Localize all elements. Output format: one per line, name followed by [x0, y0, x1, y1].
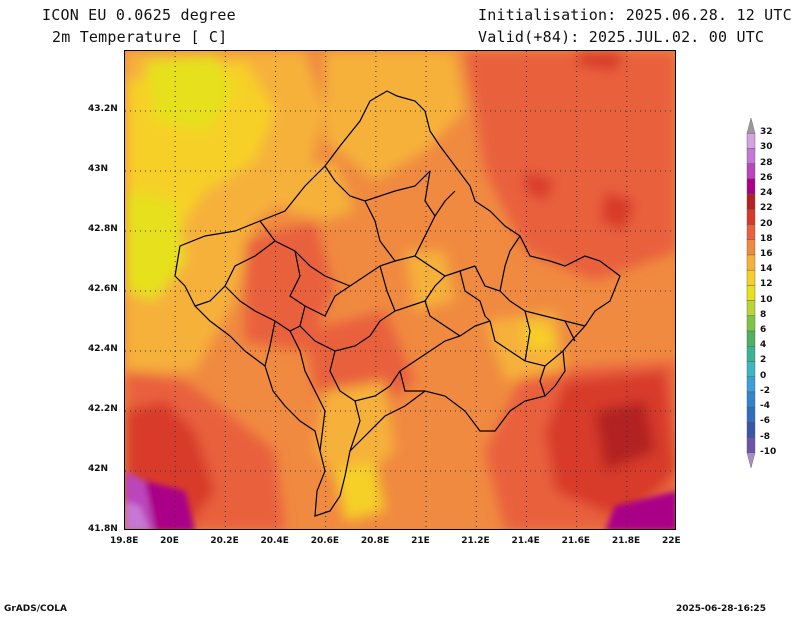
colorbar-tick-label: -2 — [760, 385, 770, 396]
admin-borders — [174, 90, 621, 517]
valid-time: Valid(+84): 2025.JUL.02. 00 UTC — [478, 28, 765, 46]
colorbar-tick-label: 8 — [760, 309, 767, 320]
colorbar-tick-label: 22 — [760, 203, 773, 214]
colorbar-swatch — [746, 406, 756, 423]
y-tick-label: 42.2N — [88, 404, 118, 414]
x-tick-label: 19.8E — [110, 536, 139, 546]
x-tick-label: 21E — [411, 536, 430, 546]
y-tick-label: 42.4N — [88, 344, 118, 354]
colorbar-swatch — [746, 315, 756, 332]
map-canvas — [125, 51, 675, 529]
colorbar-tick-label: -8 — [760, 431, 770, 442]
colorbar-swatch — [746, 224, 756, 240]
colorbar-swatch — [746, 300, 756, 317]
colorbar-tick-label: 4 — [760, 340, 767, 351]
colorbar-swatch — [746, 118, 756, 134]
colorbar-swatch — [746, 285, 756, 301]
y-tick-label: 43N — [88, 164, 109, 174]
colorbar-swatch — [746, 330, 756, 347]
colorbar-swatch — [746, 163, 756, 180]
colorbar-swatch — [746, 209, 756, 225]
colorbar-tick-label: 0 — [760, 370, 767, 381]
colorbar-swatch — [746, 178, 756, 195]
x-tick-label: 21.6E — [561, 536, 590, 546]
x-tick-label: 20.6E — [310, 536, 340, 546]
y-tick-label: 43.2N — [88, 104, 118, 114]
x-tick-label: 21.8E — [611, 536, 641, 546]
colorbar-tick-label: 26 — [760, 172, 773, 183]
extreme-patches — [125, 471, 675, 529]
colorbar-tick-label: 2 — [760, 355, 767, 366]
footer-right: 2025-06-28-16:25 — [676, 604, 766, 614]
x-tick-label: 20E — [160, 536, 179, 546]
temperature-map — [124, 50, 676, 530]
colorbar-swatch — [746, 391, 756, 408]
init-time: Initialisation: 2025.06.28. 12 UTC — [478, 6, 792, 24]
colorbar — [746, 118, 756, 468]
colorbar-tick-label: 14 — [760, 264, 773, 275]
footer-left: GrADS/COLA — [4, 604, 67, 614]
colorbar-swatch — [746, 422, 756, 438]
model-title: ICON EU 0.0625 degree — [42, 6, 236, 24]
colorbar-swatch — [746, 376, 756, 393]
x-tick-label: 20.8E — [360, 536, 390, 546]
colorbar-swatch — [746, 133, 756, 149]
colorbar-tick-label: 6 — [760, 325, 767, 336]
colorbar-tick-label: 32 — [760, 127, 773, 138]
y-tick-label: 42.6N — [88, 284, 118, 294]
variable-title: 2m Temperature [ C] — [52, 28, 228, 46]
colorbar-tick-label: -10 — [760, 446, 777, 457]
x-tick-label: 21.4E — [511, 536, 540, 546]
x-tick-label: 20.4E — [260, 536, 289, 546]
x-tick-label: 21.2E — [461, 536, 490, 546]
colorbar-swatch — [746, 346, 756, 362]
x-tick-label: 20.2E — [210, 536, 239, 546]
colorbar-swatch — [746, 193, 756, 210]
y-tick-label: 41.8N — [88, 524, 118, 534]
colorbar-swatch — [746, 361, 756, 377]
colorbar-tick-label: 20 — [760, 218, 773, 229]
temperature-field — [125, 51, 675, 529]
graticule — [125, 51, 675, 529]
colorbar-swatch — [746, 269, 756, 286]
country-border-outer — [174, 90, 621, 517]
colorbar-tick-label: 12 — [760, 279, 773, 290]
colorbar-swatch — [746, 452, 756, 468]
colorbar-tick-label: -6 — [760, 416, 770, 427]
colorbar-tick-label: 16 — [760, 248, 773, 259]
y-tick-label: 42N — [88, 464, 109, 474]
colorbar-tick-label: 18 — [760, 233, 773, 244]
colorbar-tick-label: 28 — [760, 157, 773, 168]
y-tick-label: 42.8N — [88, 224, 118, 234]
colorbar-swatch — [746, 239, 756, 256]
colorbar-swatch — [746, 254, 756, 271]
colorbar-tick-label: 24 — [760, 188, 773, 199]
x-tick-label: 22E — [662, 536, 681, 546]
colorbar-swatch — [746, 437, 756, 453]
colorbar-tick-label: -4 — [760, 401, 770, 412]
colorbar-swatch — [746, 148, 756, 164]
colorbar-tick-label: 10 — [760, 294, 773, 305]
colorbar-tick-label: 30 — [760, 142, 773, 153]
